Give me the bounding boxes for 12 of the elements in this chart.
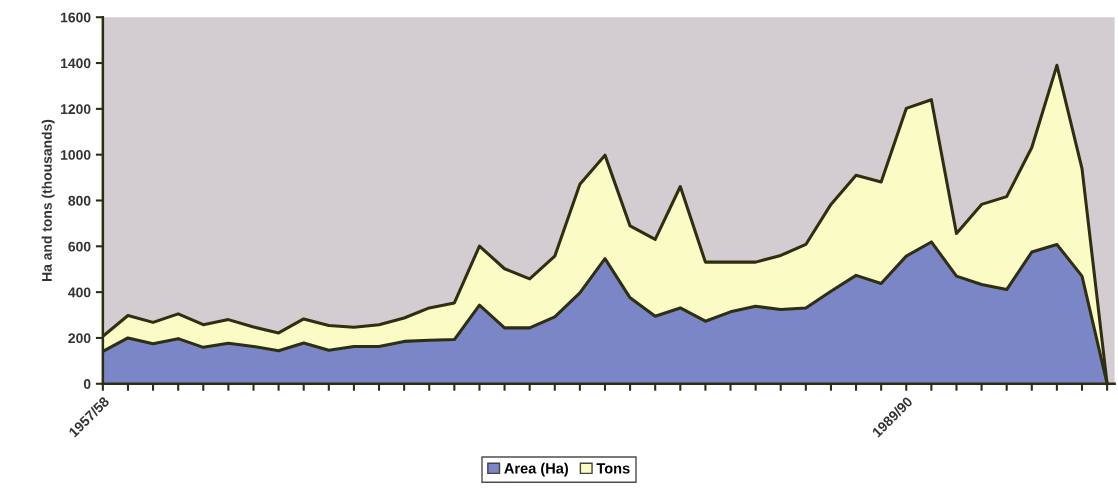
y-tick-label: 400 [68, 287, 91, 298]
y-tick-label: 200 [68, 333, 91, 344]
y-axis-title: Ha and tons (thousands) [41, 119, 55, 281]
y-tick-label: 0 [83, 379, 91, 389]
legend-label: Tons [596, 463, 630, 474]
y-tick-label: 1200 [61, 104, 91, 115]
y-tick-label: 1400 [61, 58, 91, 69]
y-tick-label: 1000 [61, 150, 91, 160]
y-tick-label: 600 [68, 241, 91, 252]
y-tick-label: 800 [68, 195, 91, 206]
legend-label: Area (Ha) [504, 462, 568, 477]
y-tick-label: 1600 [61, 12, 91, 23]
